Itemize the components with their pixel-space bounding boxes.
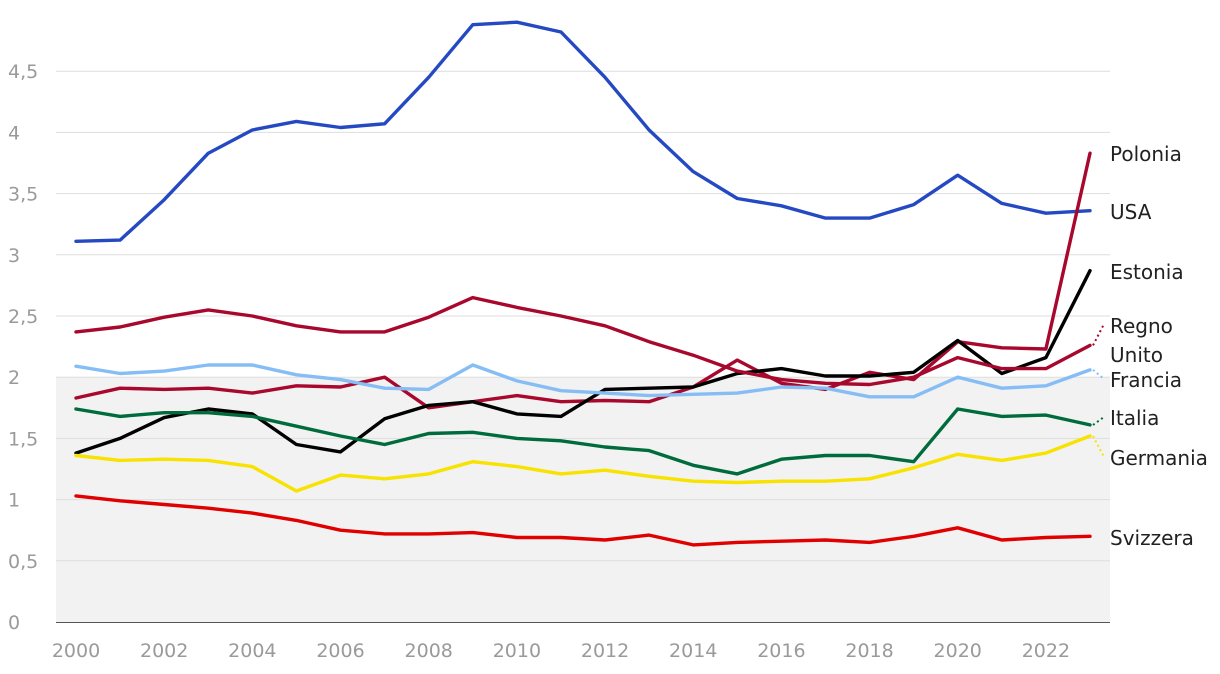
x-tick-label: 2016 xyxy=(757,640,805,662)
series-label-usa: USA xyxy=(1110,200,1152,224)
series-label-regno-unito: Regno Unito xyxy=(1110,314,1173,367)
y-tick-label: 1 xyxy=(8,490,20,512)
series-line-polonia xyxy=(74,151,1092,410)
x-tick-label: 2012 xyxy=(581,640,629,662)
x-tick-label: 2014 xyxy=(669,640,717,662)
y-tick-label: 1,5 xyxy=(8,428,38,450)
series-line-francia xyxy=(74,363,1092,399)
x-tick-label: 2006 xyxy=(316,640,364,662)
series-label-polonia: Polonia xyxy=(1110,142,1182,166)
x-tick-label: 2000 xyxy=(52,640,100,662)
x-axis-ticks: 2000 2002 2004 2006 2008 2010 2012 2014 2016 2018… xyxy=(52,640,1070,662)
series-label-germania: Germania xyxy=(1110,446,1208,470)
y-tick-label: 0 xyxy=(8,612,20,634)
y-tick-label: 2,5 xyxy=(8,306,38,328)
y-tick-label: 4 xyxy=(8,122,20,144)
x-tick-label: 2002 xyxy=(140,640,188,662)
series-lines xyxy=(74,20,1092,547)
x-tick-label: 2008 xyxy=(405,640,453,662)
series-label-estonia: Estonia xyxy=(1110,260,1184,284)
y-tick-label: 2 xyxy=(8,367,20,389)
gridlines xyxy=(56,70,1110,562)
x-tick-label: 2020 xyxy=(934,640,982,662)
series-label-francia: Francia xyxy=(1110,368,1182,392)
series-line-usa xyxy=(74,20,1092,244)
label-leader-germania xyxy=(1092,435,1105,458)
y-axis-ticks: 0 0,5 1 1,5 2 2,5 3 3,5 4 4,5 xyxy=(8,61,38,634)
series-line-regno-unito xyxy=(74,295,1092,387)
y-tick-label: 3 xyxy=(8,245,20,267)
series-line-germania xyxy=(74,434,1092,493)
label-leader-francia xyxy=(1092,369,1105,380)
y-tick-label: 0,5 xyxy=(8,551,38,573)
x-tick-label: 2004 xyxy=(228,640,276,662)
series-label-italia: Italia xyxy=(1110,406,1159,430)
x-tick-label: 2018 xyxy=(845,640,893,662)
series-line-italia xyxy=(74,407,1092,476)
series-line-estonia xyxy=(74,269,1092,455)
y-tick-label: 3,5 xyxy=(8,184,38,206)
series-line-svizzera xyxy=(74,494,1092,547)
label-leader-regno-unito xyxy=(1092,323,1105,346)
x-tick-label: 2022 xyxy=(1022,640,1070,662)
label-leader-italia xyxy=(1092,416,1105,426)
y-tick-label: 4,5 xyxy=(8,61,38,83)
series-label-svizzera: Svizzera xyxy=(1110,526,1194,550)
x-tick-label: 2010 xyxy=(493,640,541,662)
